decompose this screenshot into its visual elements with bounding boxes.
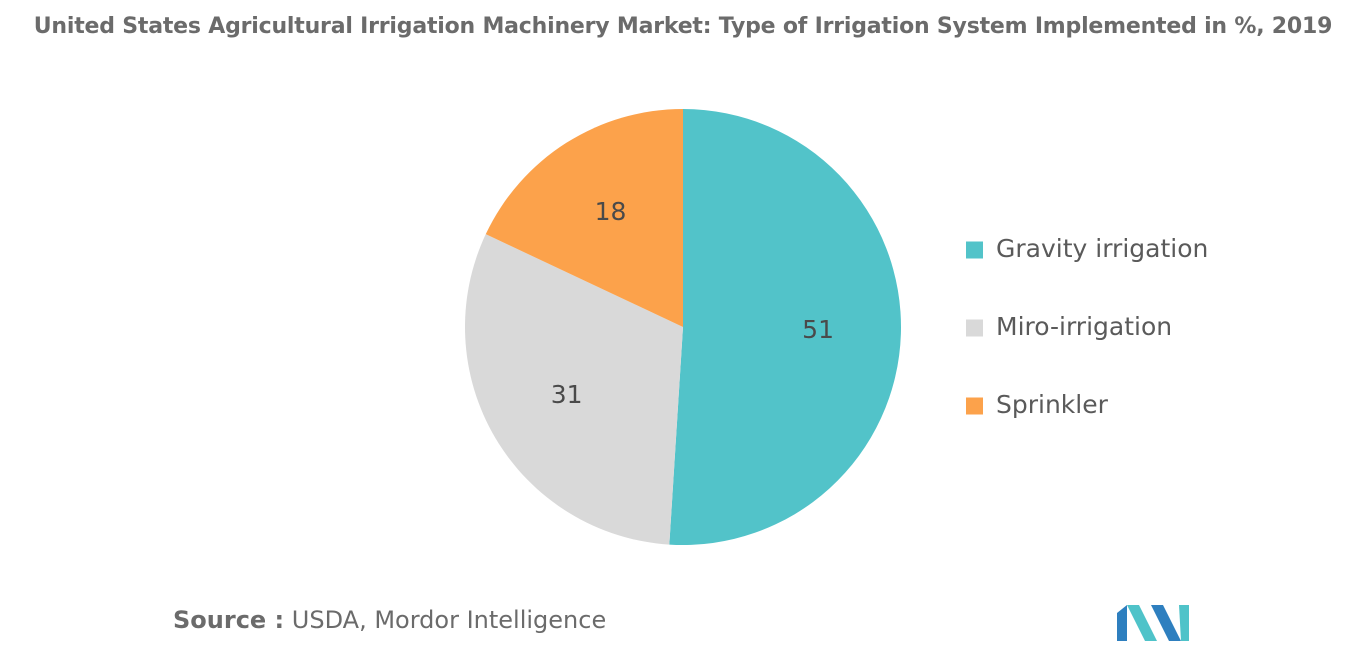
logo-left-diagonal — [1127, 605, 1157, 641]
logo-right-diagonal — [1151, 605, 1181, 641]
slice-label-miro-irrigation: 31 — [551, 380, 583, 409]
legend: Gravity irrigation Miro-irrigation Sprinkl… — [966, 234, 1208, 419]
pie-slice-labels: 51 31 18 — [551, 197, 834, 409]
source-value: USDA, Mordor Intelligence — [291, 606, 607, 634]
legend-item-sprinkler: Sprinkler — [966, 390, 1109, 419]
pie-slice-miro-irrigation — [465, 234, 683, 545]
legend-label-gravity-irrigation: Gravity irrigation — [996, 234, 1208, 263]
legend-swatch-gravity-irrigation — [966, 241, 983, 259]
legend-label-miro-irrigation: Miro-irrigation — [996, 312, 1172, 341]
legend-item-miro-irrigation: Miro-irrigation — [966, 312, 1172, 341]
logo-left-stroke — [1117, 605, 1127, 641]
pie-slice-sprinkler — [485, 109, 683, 327]
chart-title: United States Agricultural Irrigation Ma… — [33, 14, 1333, 39]
mordor-intelligence-logo-icon — [1117, 605, 1189, 641]
source-key: Source : — [173, 606, 285, 634]
legend-swatch-miro-irrigation — [966, 319, 983, 337]
pie-slices — [465, 108, 902, 546]
legend-label-sprinkler: Sprinkler — [996, 390, 1109, 419]
legend-swatch-sprinkler — [966, 397, 983, 415]
logo-right-stroke — [1179, 605, 1189, 641]
slice-label-sprinkler: 18 — [595, 197, 627, 226]
slice-label-gravity-irrigation: 51 — [802, 315, 834, 344]
source-note: Source : USDA, Mordor Intelligence — [173, 606, 606, 634]
pie-slice-gravity-irrigation — [669, 108, 902, 546]
legend-item-gravity-irrigation: Gravity irrigation — [966, 234, 1208, 263]
